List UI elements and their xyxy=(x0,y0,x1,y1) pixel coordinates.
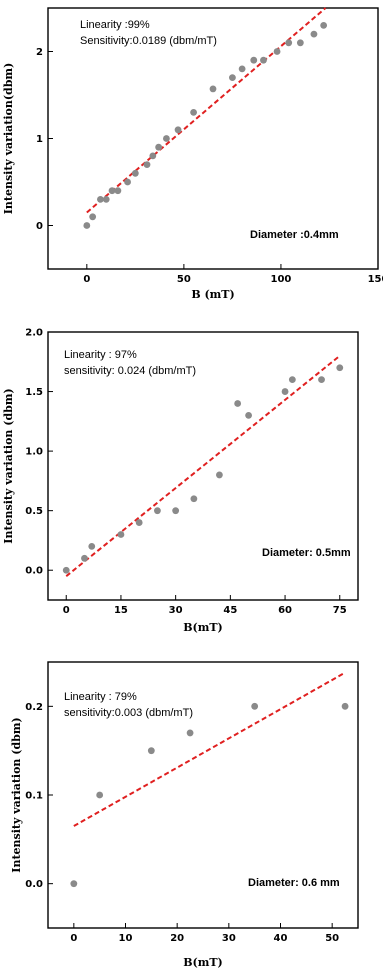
x-axis-label: B (mT) xyxy=(191,288,234,301)
diameter-annotation: Diameter: 0.6 mm xyxy=(248,877,340,889)
data-point xyxy=(336,364,344,372)
diameter-annotation: Diameter: 0.5mm xyxy=(262,547,351,559)
data-point xyxy=(143,161,151,169)
data-point xyxy=(97,196,104,203)
x-tick-label: 75 xyxy=(333,605,347,616)
x-tick-label: 60 xyxy=(278,605,292,616)
linear-fit-line xyxy=(86,7,327,214)
data-point xyxy=(238,65,246,73)
x-tick-label: 15 xyxy=(114,605,128,616)
data-point xyxy=(88,543,96,550)
data-point xyxy=(250,56,258,64)
x-tick-label: 100 xyxy=(271,274,292,285)
linear-fit-line xyxy=(73,671,346,827)
x-tick-label: 50 xyxy=(325,933,339,944)
data-point xyxy=(288,376,296,384)
data-point xyxy=(285,39,293,47)
y-tick-label: 1 xyxy=(36,134,43,145)
data-point xyxy=(102,196,110,203)
data-point xyxy=(190,495,198,503)
data-point xyxy=(154,507,161,515)
data-point xyxy=(341,702,349,710)
linearity-annotation: Linearity :99% xyxy=(80,19,150,31)
data-point xyxy=(96,791,104,799)
data-point xyxy=(108,187,116,195)
data-point xyxy=(155,143,163,151)
diameter-annotation: Diameter :0.4mm xyxy=(250,229,339,241)
data-point xyxy=(149,152,157,160)
x-tick-label: 20 xyxy=(170,933,184,944)
plot-frame xyxy=(47,331,359,601)
y-tick-label: 0 xyxy=(36,221,43,232)
data-point xyxy=(318,376,325,384)
data-point xyxy=(251,702,259,710)
data-point xyxy=(114,187,122,195)
linear-fit-line xyxy=(65,355,341,577)
x-tick-label: 40 xyxy=(274,933,288,944)
data-point xyxy=(245,411,252,419)
data-point xyxy=(296,39,304,47)
data-point xyxy=(83,222,91,229)
y-tick-label: 0.0 xyxy=(25,879,43,890)
y-axis-label: Intensity variation (dbm) xyxy=(10,717,23,872)
sensitivity-annotation: sensitivity:0.003 (dbm/mT) xyxy=(64,707,193,719)
y-tick-label: 1.5 xyxy=(25,387,43,398)
data-point xyxy=(163,135,170,142)
data-point xyxy=(174,126,182,134)
linearity-annotation: Linearity : 97% xyxy=(64,349,137,361)
data-point xyxy=(62,566,70,574)
data-point xyxy=(117,531,125,538)
x-tick-label: 150 xyxy=(368,274,383,285)
x-tick-label: 0 xyxy=(83,274,90,285)
x-tick-label: 30 xyxy=(222,933,236,944)
data-point xyxy=(216,471,223,479)
y-tick-label: 1.0 xyxy=(25,447,43,458)
sensitivity-annotation: Sensitivity:0.0189 (dbm/mT) xyxy=(80,35,217,47)
y-tick-label: 0.5 xyxy=(25,506,43,517)
data-point xyxy=(172,507,180,515)
y-tick-label: 0.2 xyxy=(25,702,43,713)
chart-panel-2: 0 15 30 45 60 75 0.0 0.5 1.0 1.5 2.0 B(mT) Intensity… xyxy=(2,328,359,634)
data-point xyxy=(186,729,194,737)
x-tick-label: 45 xyxy=(223,605,237,616)
y-tick-label: 2.0 xyxy=(25,328,43,339)
x-tick-label: 30 xyxy=(169,605,183,616)
linearity-annotation: Linearity : 79% xyxy=(64,691,137,703)
data-point xyxy=(229,74,236,81)
data-point xyxy=(260,56,267,64)
data-point xyxy=(273,48,281,55)
data-point xyxy=(190,109,197,116)
x-tick-label: 0 xyxy=(63,605,70,616)
x-axis-label: B(mT) xyxy=(183,956,223,969)
x-tick-label: 10 xyxy=(119,933,133,944)
x-axis-label: B(mT) xyxy=(183,621,223,634)
data-point xyxy=(131,169,139,177)
data-point xyxy=(310,30,318,38)
chart-panel-3: 0 10 20 30 40 50 0.0 0.1 0.2 B(mT) Intensity varia… xyxy=(10,661,359,969)
data-point xyxy=(81,554,88,562)
data-point xyxy=(209,85,217,93)
data-point xyxy=(89,213,97,221)
data-point xyxy=(234,400,242,407)
y-tick-label: 0.0 xyxy=(25,566,43,577)
data-point xyxy=(147,747,155,755)
y-tick-label: 2 xyxy=(36,47,43,58)
x-tick-label: 50 xyxy=(177,274,191,285)
y-tick-label: 0.1 xyxy=(25,791,43,802)
x-tick-label: 0 xyxy=(70,933,77,944)
y-axis-label: Intensity variation(dbm) xyxy=(2,63,15,215)
y-axis-label: Intensity variation (dbm) xyxy=(2,388,15,543)
data-point xyxy=(70,880,78,888)
chart-panel-1: 0 50 100 150 0 1 2 B (mT) Intensity variation(db… xyxy=(2,7,383,301)
data-point xyxy=(281,388,289,395)
sensitivity-annotation: sensitivity: 0.024 (dbm/mT) xyxy=(64,365,196,377)
data-point xyxy=(135,519,143,526)
data-point xyxy=(320,22,328,29)
data-point xyxy=(124,178,131,186)
